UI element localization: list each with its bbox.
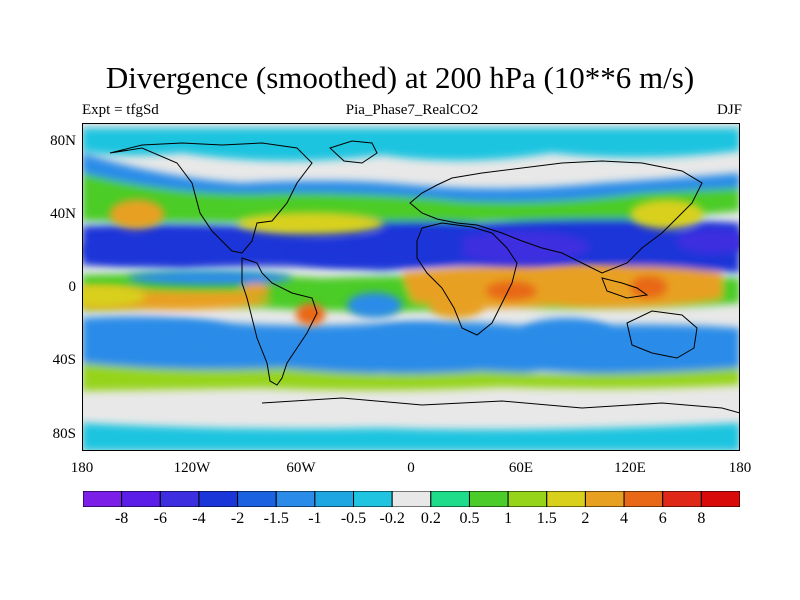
colorbar-swatch [546,491,586,507]
lat-label-40s: 40S [52,352,76,368]
colorbar-swatch [237,491,277,507]
divergence-feature [676,228,740,255]
colorbar-swatch [391,491,432,507]
divergence-feature [127,270,293,286]
divergence-feature [82,239,156,262]
colorbar-swatch [662,491,702,507]
colorbar-tick-label: 6 [658,510,667,527]
colorbar-tick-label: 4 [620,510,629,527]
colorbar-tick-label: 1 [504,510,513,527]
lon-label-0: 0 [407,460,415,476]
divergence-feature [370,325,452,351]
divergence-feature [630,276,667,298]
colorbar-tick-label: -0.2 [379,510,405,527]
colorbar-tick-label: 1.5 [536,510,557,527]
divergence-feature [630,199,704,229]
divergence-feature [295,303,326,326]
divergence-feature [429,292,485,318]
lon-label-180e: 180 [728,460,752,476]
colorbar-swatch [83,491,123,507]
divergence-feature [485,281,538,300]
colorbar-swatch [353,491,393,507]
map-frame [82,123,740,451]
lat-label-80n: 80N [50,133,76,149]
divergence-feature [145,323,238,353]
divergence-feature [241,283,271,298]
colorbar-swatch [121,491,161,507]
lon-label-180w: 180 [70,460,94,476]
colorbar-tick-label: -0.5 [340,510,367,527]
run-name-label: Pia_Phase7_RealCO2 [345,102,479,118]
divergence-feature [533,266,636,300]
colorbar-swatch [430,491,470,507]
lon-label-60e: 60E [508,460,534,476]
colorbar-tick-label: 8 [697,510,706,527]
colorbar-tick-label: -8 [114,510,129,527]
colorbar-tick-label: 0.5 [459,510,480,527]
colorbar-tick-label: -4 [192,510,206,527]
lat-label-40n: 40N [50,206,76,222]
divergence-feature [237,212,384,235]
lat-label-0: 0 [68,279,77,295]
lon-label-60w: 60W [286,460,316,476]
colorbar-swatch [314,491,355,507]
colorbar-tick-label: 0.2 [420,510,441,527]
colorbar-swatch [159,491,200,507]
lon-label-120e: 120E [614,460,646,476]
colorbar-tick-label: 2 [581,510,590,527]
colorbar-swatch [468,491,509,507]
divergence-feature [451,230,591,264]
colorbar-swatch [275,491,316,507]
plot-title: Divergence (smoothed) at 200 hPa (10**6 … [105,60,695,95]
divergence-feature [520,317,613,348]
coastlines [109,140,740,414]
colorbar-tick-label: -1 [308,510,322,527]
colorbar-swatch [507,491,548,507]
colorbar-swatch [198,491,239,507]
lat-label-80s: 80S [52,426,76,442]
colorbar [83,491,740,507]
divergence-feature [109,199,165,229]
divergence-feature [82,285,146,308]
divergence-feature [292,243,384,266]
colorbar-swatch [700,491,740,507]
divergence-features [82,199,740,353]
colorbar-tick-label: -6 [153,510,167,527]
colorbar-swatch [584,491,625,507]
lon-label-120w: 120W [173,460,211,476]
colorbar-swatch [623,491,664,507]
colorbar-tick-label: -2 [230,510,245,527]
colorbar-tick-label: -1.5 [263,510,289,527]
season-label: DJF [716,102,742,118]
divergence-map [82,123,740,451]
divergence-feature [347,292,402,318]
experiment-label: Expt = tfgSd [82,102,159,118]
